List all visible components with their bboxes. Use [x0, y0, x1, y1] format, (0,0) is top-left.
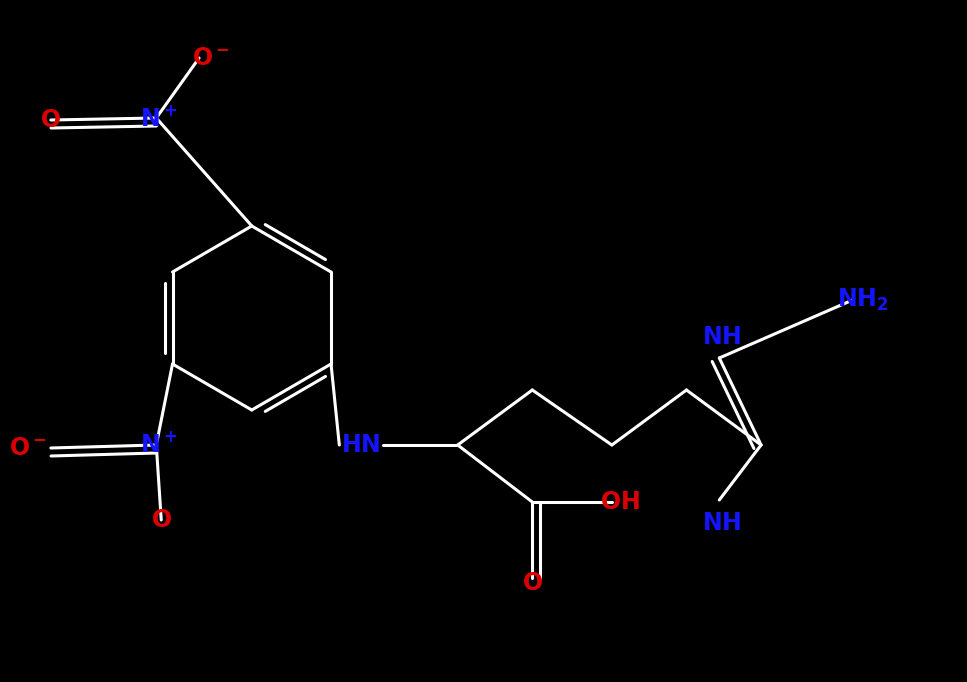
Text: $\mathbf{NH_2}$: $\mathbf{NH_2}$ [836, 287, 889, 313]
Text: $\mathbf{HN}$: $\mathbf{HN}$ [341, 433, 381, 457]
Text: $\mathbf{N^+}$: $\mathbf{N^+}$ [139, 432, 177, 458]
Text: $\mathbf{OH}$: $\mathbf{OH}$ [600, 490, 640, 514]
Text: $\mathbf{O^-}$: $\mathbf{O^-}$ [10, 436, 46, 460]
Text: $\mathbf{NH}$: $\mathbf{NH}$ [702, 511, 741, 535]
Text: $\mathbf{O^-}$: $\mathbf{O^-}$ [192, 46, 230, 70]
Text: $\mathbf{O}$: $\mathbf{O}$ [151, 508, 172, 532]
Text: $\mathbf{NH}$: $\mathbf{NH}$ [702, 325, 741, 349]
Text: $\mathbf{O}$: $\mathbf{O}$ [41, 108, 61, 132]
Text: $\mathbf{O}$: $\mathbf{O}$ [522, 571, 542, 595]
Text: $\mathbf{N^+}$: $\mathbf{N^+}$ [139, 106, 177, 130]
